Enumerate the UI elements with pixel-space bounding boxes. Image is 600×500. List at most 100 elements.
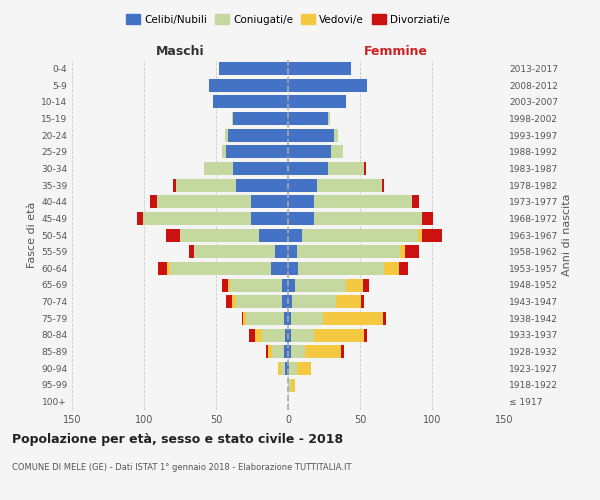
Bar: [288, 362, 289, 375]
Bar: [295, 278, 346, 291]
Bar: [167, 262, 170, 275]
Bar: [288, 328, 291, 342]
Bar: [285, 328, 288, 342]
Bar: [302, 228, 418, 241]
Bar: [233, 162, 288, 175]
Bar: [331, 145, 343, 158]
Bar: [251, 212, 288, 225]
Bar: [259, 228, 288, 241]
Text: COMUNE DI MELE (GE) - Dati ISTAT 1° gennaio 2018 - Elaborazione TUTTITALIA.IT: COMUNE DI MELE (GE) - Dati ISTAT 1° genn…: [12, 462, 352, 471]
Bar: [400, 245, 404, 258]
Bar: [227, 128, 288, 141]
Text: Popolazione per età, sesso e stato civile - 2018: Popolazione per età, sesso e stato civil…: [12, 432, 343, 446]
Bar: [244, 312, 246, 325]
Bar: [361, 295, 364, 308]
Bar: [314, 195, 412, 208]
Bar: [176, 178, 236, 192]
Bar: [314, 212, 422, 225]
Bar: [288, 162, 328, 175]
Bar: [296, 362, 311, 375]
Legend: Celibi/Nubili, Coniugati/e, Vedovi/e, Divorziati/e: Celibi/Nubili, Coniugati/e, Vedovi/e, Di…: [122, 10, 454, 29]
Bar: [422, 228, 442, 241]
Bar: [222, 278, 227, 291]
Bar: [143, 212, 251, 225]
Bar: [213, 95, 288, 108]
Bar: [137, 212, 143, 225]
Bar: [288, 145, 331, 158]
Bar: [291, 378, 295, 392]
Bar: [298, 262, 385, 275]
Bar: [305, 345, 341, 358]
Bar: [288, 62, 352, 75]
Bar: [150, 195, 157, 208]
Bar: [422, 212, 433, 225]
Bar: [233, 112, 288, 125]
Bar: [328, 162, 364, 175]
Bar: [227, 278, 230, 291]
Bar: [292, 295, 335, 308]
Bar: [278, 362, 281, 375]
Text: Maschi: Maschi: [155, 44, 205, 58]
Bar: [249, 328, 255, 342]
Bar: [288, 295, 292, 308]
Bar: [236, 178, 288, 192]
Bar: [346, 278, 363, 291]
Bar: [288, 345, 291, 358]
Bar: [317, 178, 382, 192]
Text: Femmine: Femmine: [364, 44, 428, 58]
Bar: [255, 328, 262, 342]
Bar: [282, 278, 288, 291]
Bar: [289, 362, 296, 375]
Bar: [284, 312, 288, 325]
Bar: [288, 195, 314, 208]
Bar: [383, 312, 386, 325]
Bar: [222, 145, 226, 158]
Bar: [288, 78, 367, 92]
Bar: [418, 228, 422, 241]
Bar: [341, 345, 344, 358]
Bar: [281, 362, 285, 375]
Bar: [363, 278, 368, 291]
Bar: [226, 145, 288, 158]
Bar: [328, 112, 330, 125]
Bar: [288, 178, 317, 192]
Bar: [285, 362, 288, 375]
Bar: [166, 228, 180, 241]
Y-axis label: Fasce di età: Fasce di età: [27, 202, 37, 268]
Bar: [364, 328, 367, 342]
Bar: [291, 328, 314, 342]
Bar: [232, 295, 236, 308]
Bar: [271, 262, 288, 275]
Bar: [335, 295, 361, 308]
Bar: [288, 378, 291, 392]
Bar: [296, 245, 400, 258]
Bar: [158, 262, 167, 275]
Bar: [412, 195, 419, 208]
Bar: [288, 212, 314, 225]
Bar: [194, 245, 275, 258]
Bar: [205, 162, 233, 175]
Bar: [291, 345, 305, 358]
Bar: [275, 245, 288, 258]
Bar: [288, 245, 296, 258]
Bar: [266, 345, 268, 358]
Bar: [262, 328, 285, 342]
Bar: [188, 245, 194, 258]
Y-axis label: Anni di nascita: Anni di nascita: [562, 194, 572, 276]
Bar: [209, 78, 288, 92]
Bar: [251, 195, 288, 208]
Bar: [404, 245, 419, 258]
Bar: [224, 128, 227, 141]
Bar: [226, 295, 232, 308]
Bar: [314, 328, 364, 342]
Bar: [323, 312, 383, 325]
Bar: [236, 295, 282, 308]
Bar: [282, 295, 288, 308]
Bar: [246, 312, 284, 325]
Bar: [399, 262, 407, 275]
Bar: [157, 195, 251, 208]
Bar: [170, 262, 271, 275]
Bar: [382, 178, 385, 192]
Bar: [219, 62, 288, 75]
Bar: [268, 345, 272, 358]
